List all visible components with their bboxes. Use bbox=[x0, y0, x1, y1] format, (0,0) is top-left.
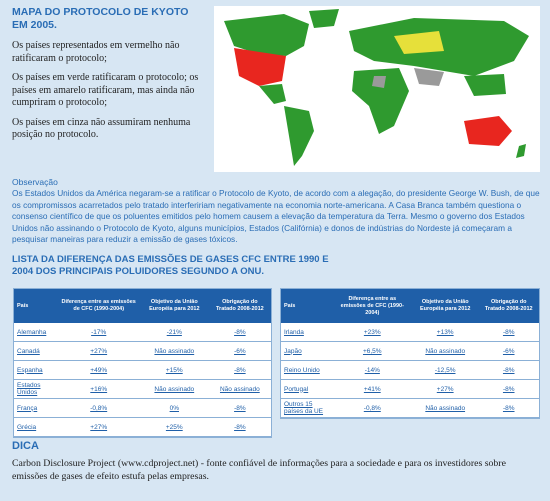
table-row: Japão +6,5% Não assinado -6% bbox=[281, 341, 539, 361]
title: MAPA DO PROTOCOLO DE KYOTO EM 2005. bbox=[12, 6, 189, 31]
cell: -0,8% bbox=[332, 398, 412, 418]
cell: -8% bbox=[208, 323, 271, 342]
column-header: País bbox=[281, 289, 333, 323]
table-title: LISTA DA DIFERENÇA DAS EMISSÕES DE GASES… bbox=[12, 254, 329, 277]
cell: Grécia bbox=[14, 417, 58, 437]
cell: +23% bbox=[332, 323, 412, 342]
observation-label: Observação bbox=[12, 177, 58, 187]
table-row: Reino Unido -14% -12,5% -8% bbox=[281, 360, 539, 380]
cell: -8% bbox=[478, 323, 539, 342]
table-row: Estados Unidos +16% Não assinado Não assina… bbox=[14, 379, 271, 399]
cell: Alemanha bbox=[14, 323, 58, 342]
cell: +27% bbox=[411, 379, 479, 399]
table-row: Canadá +27% Não assinado -6% bbox=[14, 341, 271, 361]
cell: Não assinado bbox=[411, 398, 479, 418]
cell: Não assinado bbox=[208, 379, 271, 399]
table-row: França -0,8% 0% -8% bbox=[14, 398, 271, 418]
cell: -21% bbox=[139, 323, 209, 342]
cell: Não assinado bbox=[139, 379, 209, 399]
table-row: Outros 15 países da UE -0,8% Não assinado -… bbox=[281, 398, 539, 418]
column-header: Obrigação do Tratado 2008-2012 bbox=[208, 289, 271, 323]
observation-text: Os Estados Unidos da América negaram-se … bbox=[12, 188, 540, 244]
table-right: País Diferença entre as emissões de CFC (… bbox=[280, 288, 540, 419]
table-left: País Diferença entre as emissões de CFC (… bbox=[13, 288, 272, 438]
tip-text: Carbon Disclosure Project (www.cdproject… bbox=[12, 458, 506, 482]
cell: Não assinado bbox=[411, 341, 479, 361]
cell: -8% bbox=[478, 360, 539, 380]
cell: -8% bbox=[208, 360, 271, 380]
cell: +49% bbox=[57, 360, 140, 380]
paragraph: Os países em verde ratificaram o protoco… bbox=[12, 72, 199, 108]
table: País Diferença entre as emissões de CFC (… bbox=[281, 289, 539, 418]
table-row: Irlanda +23% +13% -8% bbox=[281, 323, 539, 342]
world-map bbox=[214, 6, 540, 172]
cell: Portugal bbox=[281, 379, 333, 399]
header-row: País Diferença entre as emissões de CFC (… bbox=[281, 289, 539, 323]
cell: -17% bbox=[57, 323, 140, 342]
table: País Diferença entre as emissões de CFC (… bbox=[14, 289, 271, 437]
cell: -6% bbox=[208, 341, 271, 361]
cell: +27% bbox=[57, 341, 140, 361]
cell: Espanha bbox=[14, 360, 58, 380]
cell: Reino Unido bbox=[281, 360, 333, 380]
header-row: País Diferença entre as emissões de CFC (… bbox=[14, 289, 271, 323]
cell: 0% bbox=[139, 398, 209, 418]
cell: -6% bbox=[478, 341, 539, 361]
cell: Estados Unidos bbox=[14, 379, 58, 399]
cell: +25% bbox=[139, 417, 209, 437]
cell: Japão bbox=[281, 341, 333, 361]
cell: -8% bbox=[478, 398, 539, 418]
column-header: País bbox=[14, 289, 58, 323]
table-row: Alemanha -17% -21% -8% bbox=[14, 323, 271, 342]
column-header: Objetivo da União Européia para 2012 bbox=[139, 289, 209, 323]
table-row: Portugal +41% +27% -8% bbox=[281, 379, 539, 399]
paragraph: Os países representados em vermelho não … bbox=[12, 40, 180, 64]
cell: Canadá bbox=[14, 341, 58, 361]
cell: França bbox=[14, 398, 58, 418]
legend-text: Os países representados em vermelho não … bbox=[12, 40, 207, 149]
table-row: Espanha +49% +15% -8% bbox=[14, 360, 271, 380]
cell: -8% bbox=[478, 379, 539, 399]
column-header: Diferença entre as emissões de CFC (1990… bbox=[332, 289, 412, 323]
cell: +27% bbox=[57, 417, 140, 437]
cell: -12,5% bbox=[411, 360, 479, 380]
table-row: Grécia +27% +25% -8% bbox=[14, 417, 271, 437]
cell: +15% bbox=[139, 360, 209, 380]
column-header: Diferença entre as emissões de CFC (1990… bbox=[57, 289, 140, 323]
cell: -8% bbox=[208, 417, 271, 437]
column-header: Obrigação do Tratado 2008-2012 bbox=[478, 289, 539, 323]
cell: +41% bbox=[332, 379, 412, 399]
cell: +6,5% bbox=[332, 341, 412, 361]
paragraph: Os países em cinza não assumiram nenhuma… bbox=[12, 116, 191, 141]
column-header: Objetivo da União Européia para 2012 bbox=[411, 289, 479, 323]
cell: Outros 15 países da UE bbox=[281, 398, 333, 418]
cell: -14% bbox=[332, 360, 412, 380]
cell: -0,8% bbox=[57, 398, 140, 418]
cell: +13% bbox=[411, 323, 479, 342]
cell: -8% bbox=[208, 398, 271, 418]
cell: +16% bbox=[57, 379, 140, 399]
tip-title: DICA bbox=[12, 440, 39, 452]
cell: Irlanda bbox=[281, 323, 333, 342]
cell: Não assinado bbox=[139, 341, 209, 361]
